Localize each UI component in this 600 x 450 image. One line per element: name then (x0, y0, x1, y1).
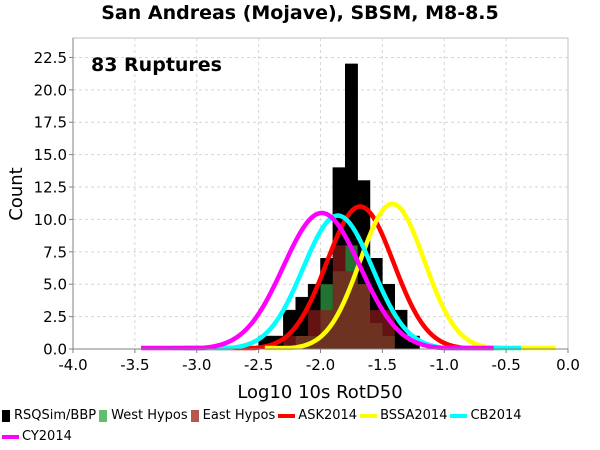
legend-item-rsqsim-bbp: RSQSim/BBP (2, 408, 96, 423)
x-tick-label: -4.0 (58, 356, 87, 374)
legend-label: ASK2014 (298, 408, 358, 423)
x-tick-label: -1.0 (430, 356, 459, 374)
chart-annotation: 83 Ruptures (91, 54, 222, 76)
x-tick-label: -3.5 (120, 356, 149, 374)
legend-row-1: RSQSim/BBP West Hypos East Hypos ASK2014 BSS… (2, 405, 598, 426)
x-tick-label: -3.0 (182, 356, 211, 374)
legend-swatch (360, 413, 378, 418)
legend-item-cb2014: CB2014 (450, 408, 522, 423)
gmpe-curves (141, 201, 556, 351)
legend-swatch (2, 409, 10, 422)
x-tick-label: -2.0 (306, 356, 335, 374)
legend-swatch (2, 434, 19, 439)
y-tick-label: 0.0 (43, 341, 67, 359)
legend-row-2: CY2014 (2, 426, 598, 447)
y-tick-label: 15.0 (34, 146, 67, 164)
histogram-bar-east-hypos (357, 284, 370, 349)
y-tick-label: 20.0 (34, 81, 67, 99)
y-tick-label: 2.5 (43, 308, 67, 326)
x-tick-label: 0.0 (556, 356, 580, 374)
legend-item-ask2014: ASK2014 (278, 408, 357, 423)
legend-swatch (278, 413, 296, 418)
legend-item-west-hypos: West Hypos (99, 408, 188, 423)
x-axis-label: Log10 10s RotD50 (237, 382, 402, 403)
legend-item-bssa2014: BSSA2014 (360, 408, 447, 423)
y-tick-label: 7.5 (43, 243, 67, 261)
legend-label: West Hypos (111, 408, 188, 423)
y-axis-label: Count (6, 167, 27, 220)
y-tick-label: 5.0 (43, 276, 67, 294)
legend-swatch (450, 413, 468, 418)
y-tick-label: 12.5 (34, 179, 67, 197)
legend-label: East Hypos (202, 408, 276, 423)
legend-label: RSQSim/BBP (14, 408, 97, 423)
chart-plot: -4.0 -3.5 -3.0 -2.5 -2.0 -1.5 -1.0 -0.5 0.0 0.0 2.… (6, 37, 580, 403)
legend-swatch (99, 409, 108, 422)
histogram-bar-east-hypos (332, 245, 346, 349)
curve-cy2014 (141, 210, 494, 351)
legend-item-cy2014: CY2014 (2, 429, 72, 444)
x-tick-label: -2.5 (244, 356, 273, 374)
legend-label: CB2014 (470, 408, 522, 423)
legend: RSQSim/BBP West Hypos East Hypos ASK2014 BSS… (2, 405, 598, 447)
x-tick-label: -1.5 (368, 356, 397, 374)
x-tick-label: -0.5 (491, 356, 520, 374)
histogram-bar-east-hypos (370, 310, 383, 349)
y-tick-label: 10.0 (34, 211, 67, 229)
legend-label: BSSA2014 (380, 408, 448, 423)
legend-swatch (190, 409, 199, 422)
axes: -4.0 -3.5 -3.0 -2.5 -2.0 -1.5 -1.0 -0.5 0.0 0.0 2.… (34, 38, 580, 374)
y-tick-label: 17.5 (34, 114, 67, 132)
y-tick-label: 22.5 (34, 49, 67, 67)
legend-label: CY2014 (22, 429, 72, 444)
chart-title: San Andreas (Mojave), SBSM, M8-8.5 (101, 2, 499, 24)
legend-item-east-hypos: East Hypos (190, 408, 276, 423)
